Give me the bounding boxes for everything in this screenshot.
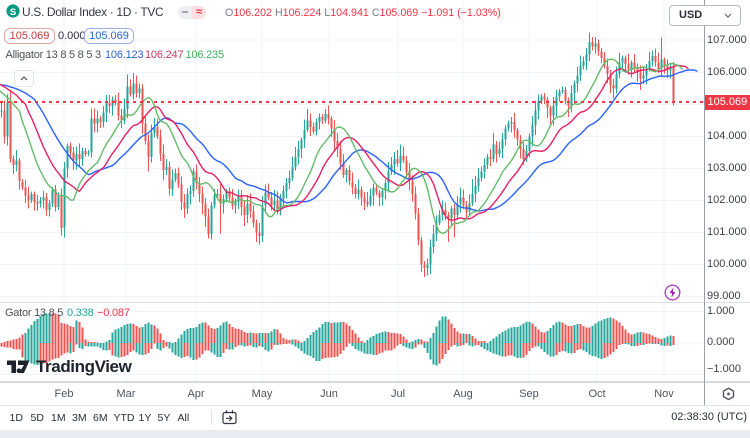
svg-text:S: S [9, 7, 15, 18]
